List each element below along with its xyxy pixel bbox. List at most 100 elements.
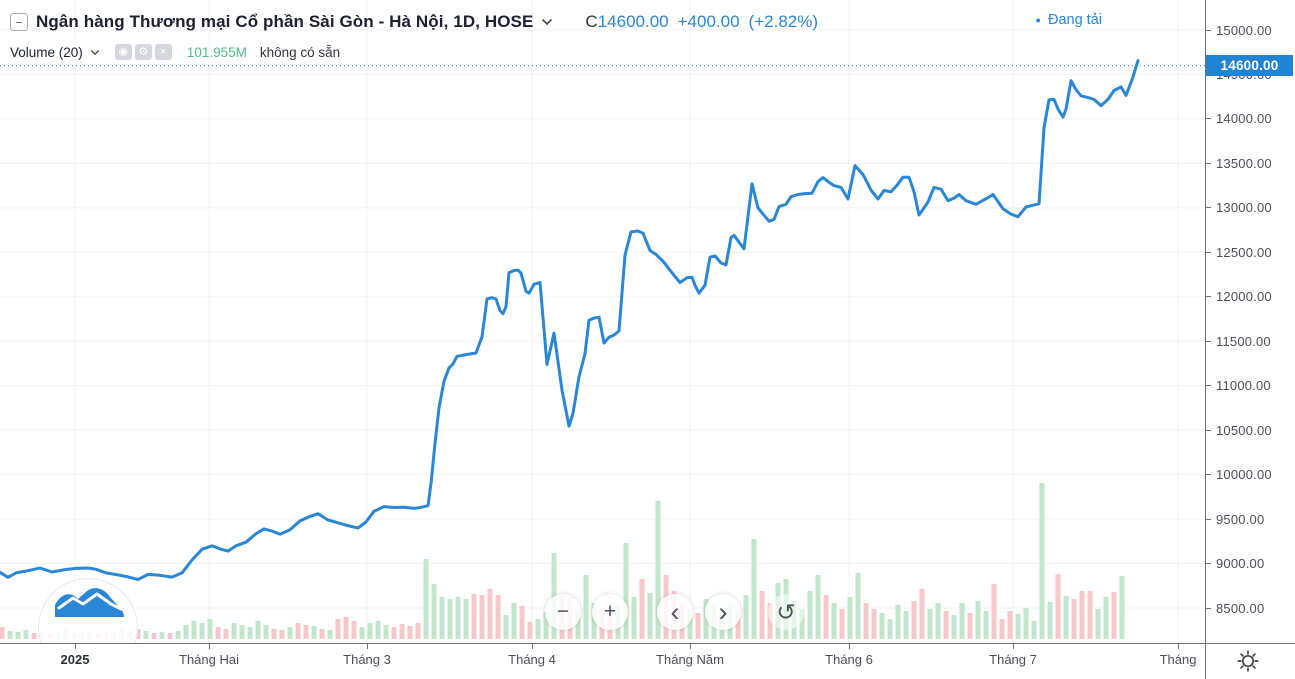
volume-bar <box>511 603 517 639</box>
visibility-icon[interactable]: ◉ <box>114 44 132 60</box>
volume-bar <box>375 621 381 639</box>
volume-bar <box>15 632 21 639</box>
scroll-right-button[interactable]: › <box>705 594 741 630</box>
time-tick-label: Tháng 6 <box>825 652 873 667</box>
volume-bar <box>303 625 309 639</box>
volume-bar <box>847 597 853 639</box>
symbol-title[interactable]: Ngân hàng Thương mại Cổ phần Sài Gòn - H… <box>36 12 534 31</box>
volume-bar <box>7 631 13 639</box>
chart-pane[interactable]: − Ngân hàng Thương mại Cổ phần Sài Gòn -… <box>0 0 1205 643</box>
volume-bar <box>287 627 293 639</box>
volume-bar <box>207 619 213 639</box>
volume-bar <box>831 603 837 639</box>
zoom-out-button[interactable]: − <box>545 594 581 630</box>
loading-dot-icon: ● <box>1035 14 1041 25</box>
volume-bar <box>919 589 925 639</box>
price-tick-label: 11000.00 <box>1206 378 1271 394</box>
volume-bar <box>319 629 325 639</box>
volume-bar <box>1079 591 1085 639</box>
volume-bar <box>1023 608 1029 639</box>
volume-bar <box>183 625 189 639</box>
volume-bar <box>1119 576 1125 639</box>
volume-bar <box>391 627 397 639</box>
time-tick-label: Tháng 3 <box>343 652 391 667</box>
volume-bar <box>295 623 301 639</box>
volume-bar <box>967 613 973 639</box>
volume-bar <box>1095 609 1101 639</box>
volume-bar <box>951 615 957 639</box>
volume-bar <box>1071 599 1077 639</box>
price-tick-label: 10500.00 <box>1206 422 1272 438</box>
price-tick-label: 9000.00 <box>1206 556 1264 572</box>
volume-bar <box>1055 574 1061 639</box>
reset-view-button[interactable]: ↺ <box>768 594 804 630</box>
price-tick-label: 9500.00 <box>1206 511 1264 527</box>
volume-bar <box>879 613 885 639</box>
theme-toggle-button[interactable] <box>1233 647 1263 677</box>
volume-bar <box>807 591 813 639</box>
volume-bar <box>623 543 629 639</box>
volume-bar <box>855 573 861 639</box>
price-tick-label: 12000.00 <box>1206 289 1272 305</box>
time-axis[interactable]: 2025 Tháng Hai Tháng 3 Tháng 4 Tháng Năm Thán… <box>0 643 1295 679</box>
volume-bar <box>455 597 461 639</box>
volume-bar <box>199 623 205 639</box>
loading-text: Đang tải <box>1047 12 1102 28</box>
volume-bar <box>815 575 821 639</box>
volume-bar <box>911 601 917 639</box>
volume-bar <box>327 630 333 639</box>
chevron-down-icon[interactable] <box>541 18 553 26</box>
volume-bar <box>383 625 389 639</box>
volume-bar <box>983 611 989 639</box>
chevron-down-icon[interactable] <box>90 49 100 56</box>
time-tick <box>75 644 76 649</box>
volume-bar <box>271 629 277 639</box>
volume-bar <box>439 597 445 639</box>
volume-bar <box>495 595 501 639</box>
volume-bar <box>1047 602 1053 639</box>
volume-bar <box>871 609 877 639</box>
volume-bar <box>415 623 421 639</box>
volume-bar <box>151 633 157 639</box>
volume-bar <box>631 597 637 639</box>
volume-bar <box>343 617 349 639</box>
volume-bar <box>135 629 141 639</box>
volume-bar <box>943 611 949 639</box>
volume-bar <box>279 630 285 639</box>
time-tick <box>209 644 210 649</box>
price-tick-label: 13500.00 <box>1206 155 1272 171</box>
chart-type-button[interactable] <box>38 578 138 643</box>
volume-bar <box>543 612 549 639</box>
volume-bar <box>255 621 261 639</box>
time-tick <box>690 644 691 649</box>
scroll-left-button[interactable]: ‹ <box>657 594 693 630</box>
time-tick-label: Tháng Hai <box>179 652 239 667</box>
legend-collapse-button[interactable]: − <box>10 13 28 31</box>
price-axis[interactable]: 15000.0014500.0014000.0013500.0013000.00… <box>1205 0 1295 643</box>
volume-bar <box>527 622 533 639</box>
volume-bar <box>215 627 221 639</box>
volume-bar <box>1063 596 1069 639</box>
volume-bar <box>799 609 805 639</box>
settings-icon[interactable]: ⚙ <box>134 44 152 60</box>
remove-icon[interactable]: × <box>154 44 172 60</box>
volume-bar <box>311 626 317 639</box>
volume-bar <box>191 621 197 639</box>
time-tick-label: Tháng <box>1159 652 1197 667</box>
volume-bar <box>895 605 901 639</box>
volume-bar <box>335 619 341 639</box>
volume-bar <box>1111 592 1117 639</box>
volume-bar <box>647 593 653 639</box>
volume-bar <box>503 615 509 639</box>
price-line <box>0 59 1140 581</box>
current-price-label: 14600.00 <box>1206 55 1293 77</box>
volume-bar <box>535 619 541 639</box>
volume-bar <box>655 501 661 639</box>
volume-bar <box>863 603 869 639</box>
volume-bar <box>1103 597 1109 639</box>
volume-bar <box>695 613 701 639</box>
price-tick-label: 13000.00 <box>1206 200 1272 216</box>
volume-indicator-label[interactable]: Volume (20) <box>10 44 83 60</box>
zoom-in-button[interactable]: + <box>592 594 628 630</box>
